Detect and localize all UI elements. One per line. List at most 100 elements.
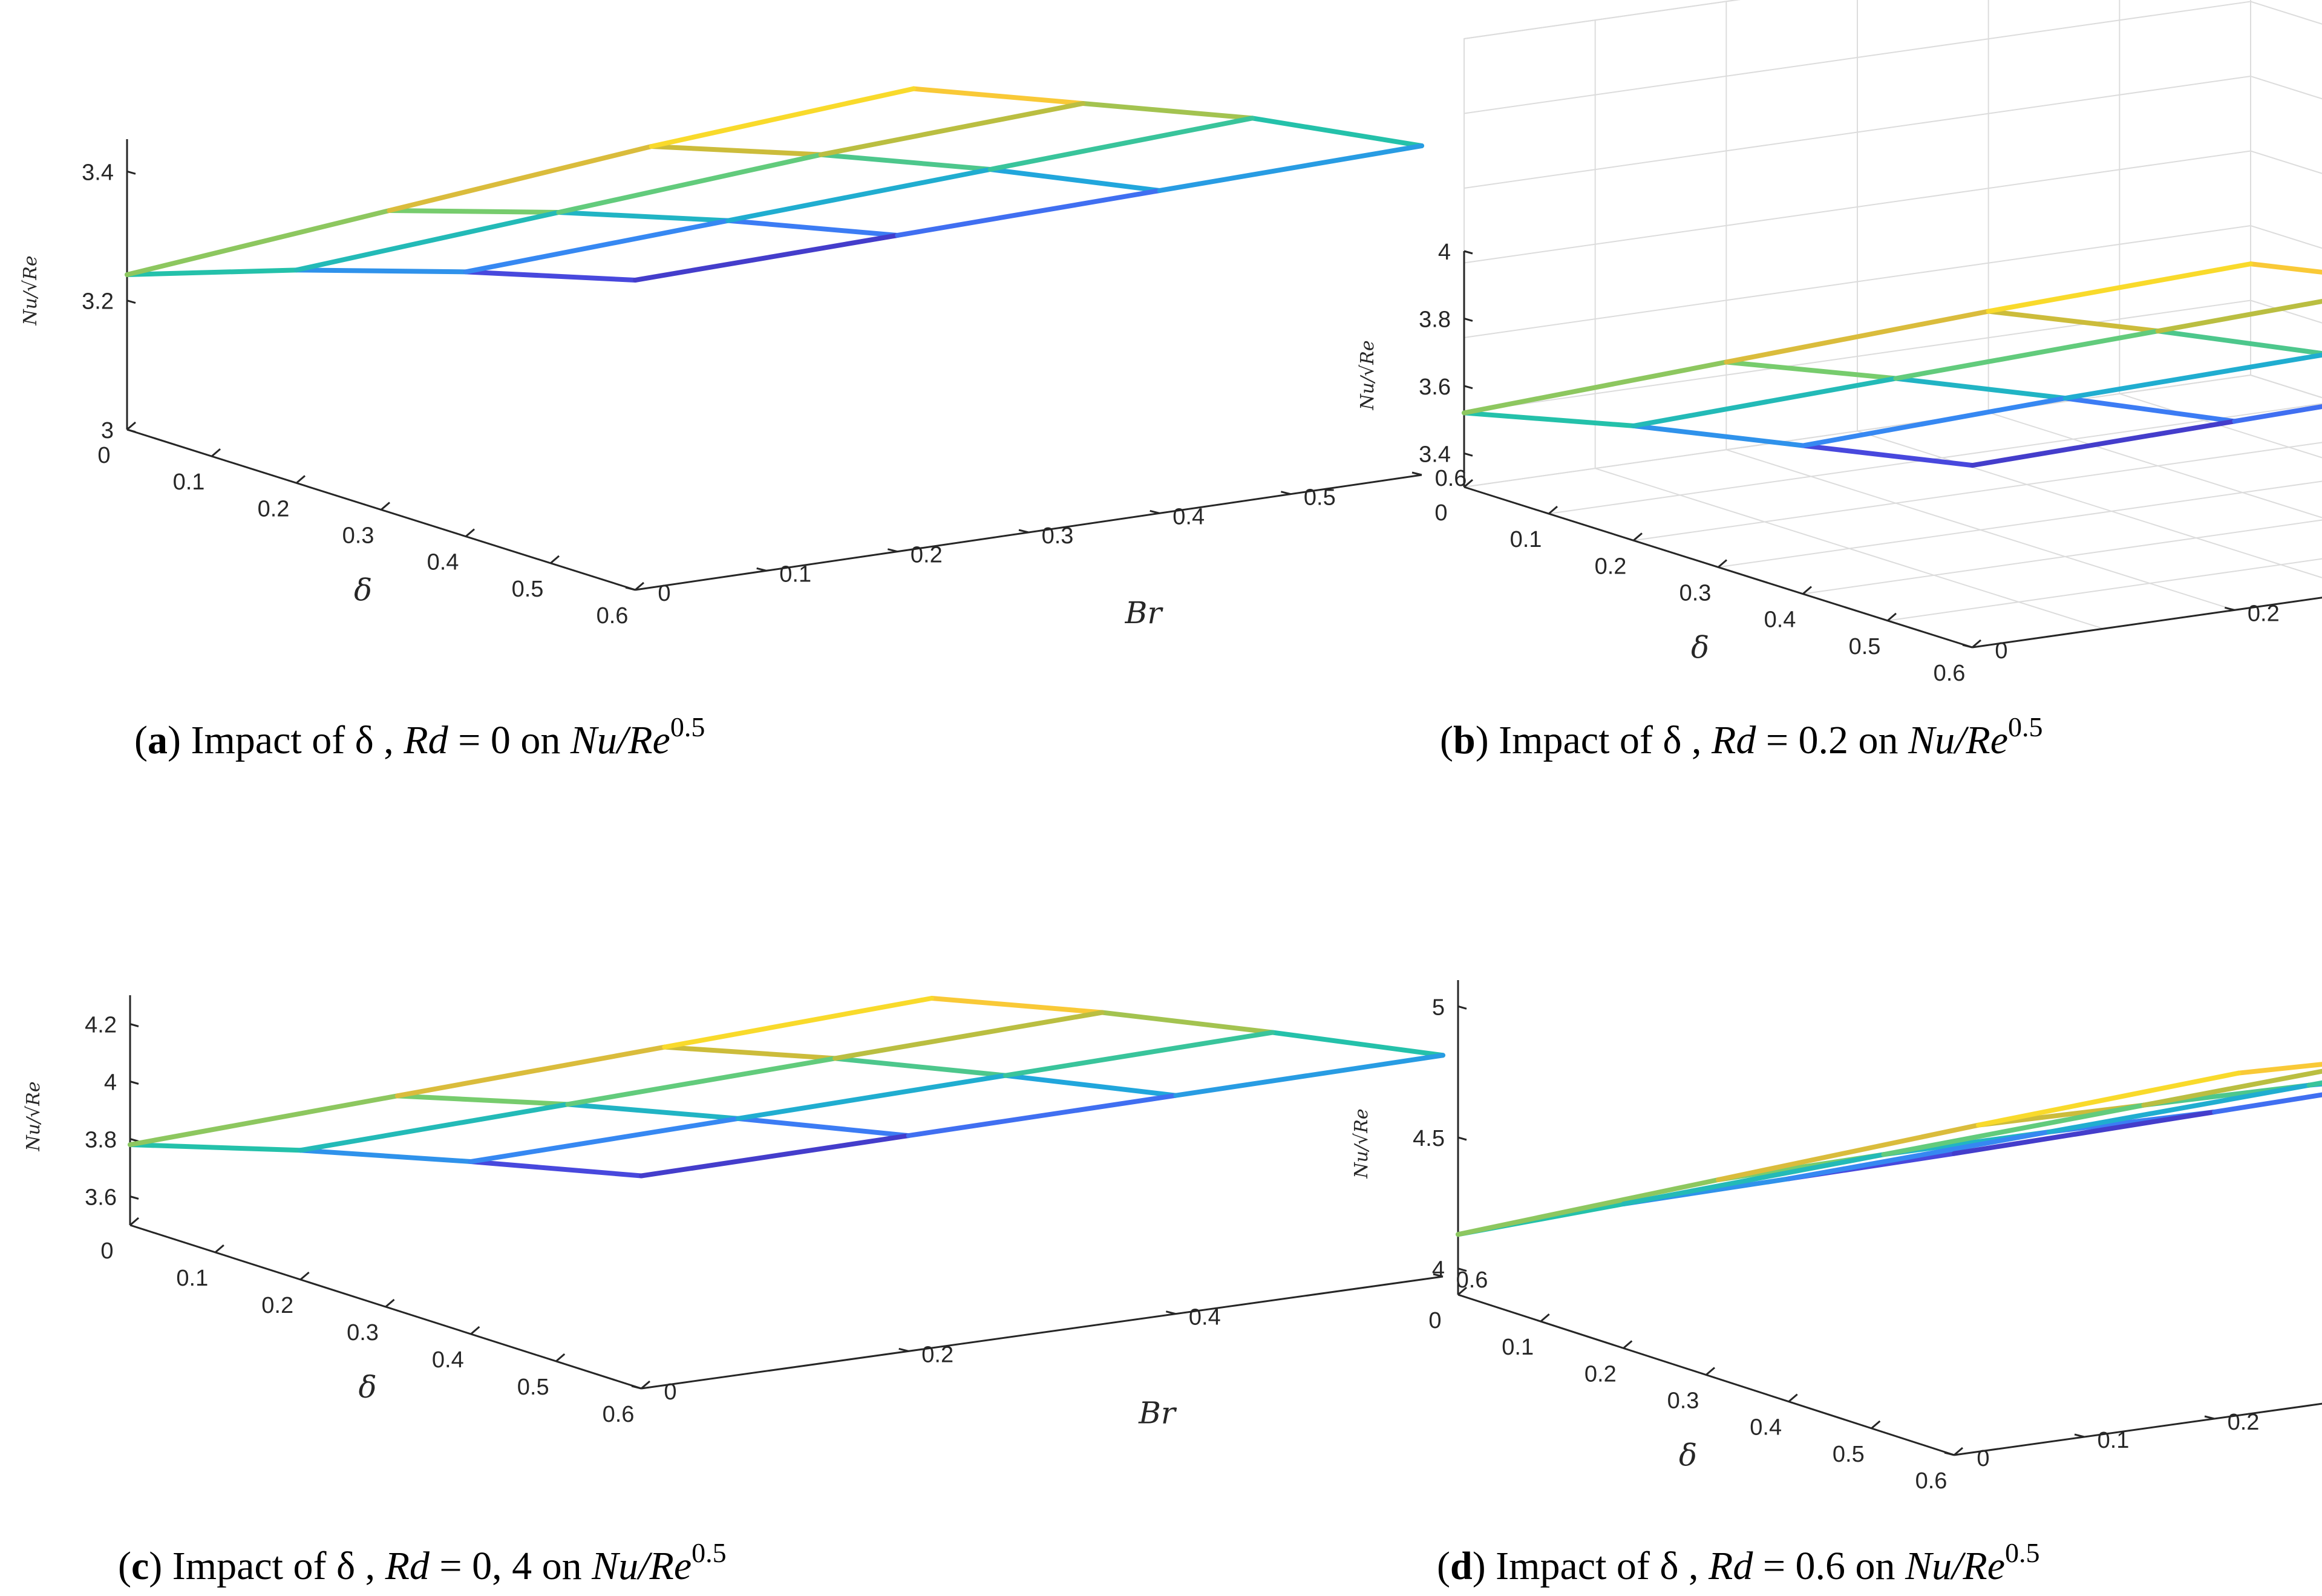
y-tick: [625, 586, 636, 591]
caption-c: (c) Impact of δ , Rd = 0, 4 on Nu/Re0.5: [118, 1537, 727, 1588]
mesh-line-y: [1800, 396, 2068, 448]
mesh-line-x: [1002, 1073, 1179, 1098]
z-tick-label: 3.6: [1419, 374, 1451, 400]
y-tick-label: 0.6: [1456, 1267, 1488, 1293]
z-axis-label: Nu/√Re: [23, 1081, 44, 1151]
grid-line: [1726, 449, 2235, 611]
mesh-line-x: [2236, 1062, 2322, 1076]
mesh-line-x: [1893, 376, 2068, 401]
x-tick: [1457, 1286, 1467, 1296]
y-tick: [1433, 1273, 1444, 1278]
y-axis-line: [1972, 597, 2322, 649]
mesh-line-y: [662, 996, 934, 1050]
z-tick-label: 3.4: [82, 160, 114, 185]
mesh-line-x: [2248, 261, 2322, 275]
x-tick-label: 0: [1428, 1308, 1441, 1333]
mesh-line-y: [1970, 419, 2237, 468]
x-tick: [299, 1271, 310, 1281]
mesh-line-y: [394, 1044, 667, 1099]
z-tick-label: 3.2: [82, 289, 114, 315]
z-tick: [1464, 452, 1473, 457]
z-axis-label: Nu/√Re: [1357, 340, 1378, 410]
mesh-line-y: [736, 1073, 1008, 1121]
mesh-line-x: [662, 1044, 837, 1061]
mesh-line-x: [1270, 1030, 1445, 1058]
mesh-line-y: [633, 233, 900, 283]
y-tick: [898, 1347, 909, 1352]
z-tick: [1457, 1267, 1467, 1272]
y-tick-label: 0: [664, 1379, 676, 1405]
z-tick-label: 5: [1432, 995, 1445, 1020]
mesh-line-x: [1800, 443, 1975, 468]
mesh-line-x: [832, 1056, 1008, 1078]
x-tick-label: 0.4: [432, 1347, 464, 1373]
grid-line: [1988, 411, 2322, 518]
x-tick-label: 0: [100, 1238, 113, 1264]
x-tick-label: 0.2: [258, 496, 290, 522]
x-tick: [1540, 1313, 1550, 1323]
x-tick-label: 0.5: [517, 1375, 549, 1400]
x-tick-label: 0.1: [176, 1266, 208, 1291]
z-axis-label-text: Nu/√Re: [20, 255, 41, 325]
grid-line: [2119, 393, 2322, 459]
x-tick-label: 0.2: [1595, 554, 1627, 579]
z-tick: [1457, 1136, 1467, 1141]
mesh-line-y: [1631, 376, 1898, 428]
mesh-line-x: [298, 1148, 474, 1164]
z-tick: [129, 1195, 139, 1200]
x-tick-label: 0.3: [1667, 1388, 1699, 1414]
grid-line: [1464, 1, 2322, 114]
x-tick: [1788, 1393, 1798, 1402]
z-tick-label: 3.8: [1419, 307, 1451, 332]
z-tick-label: 4: [1438, 240, 1451, 265]
x-tick-label: 0.1: [1502, 1335, 1534, 1360]
mesh-line-y: [2232, 404, 2322, 424]
x-tick: [381, 502, 390, 511]
x-axis-label: δ: [1691, 630, 1709, 666]
mesh-line-x: [556, 210, 731, 223]
x-tick: [1972, 639, 1981, 649]
y-tick: [756, 567, 767, 572]
z-tick-label: 4: [104, 1070, 117, 1096]
z-axis-label: Nu/√Re: [1351, 1108, 1372, 1179]
mesh-line-x: [463, 269, 638, 283]
mesh-line-x: [128, 1142, 303, 1153]
x-axis-label: δ: [358, 1370, 376, 1405]
y-axis-label: Br: [1125, 595, 1164, 630]
z-axis-label-text: Nu/√Re: [1357, 340, 1378, 410]
mesh-line-y: [556, 152, 823, 215]
mesh-line-y: [463, 218, 731, 275]
z-tick: [1457, 1005, 1467, 1010]
mesh-line-x: [818, 152, 993, 172]
y-tick: [1165, 1310, 1176, 1315]
x-tick-label: 0: [1434, 500, 1447, 526]
mesh-line-x: [468, 1159, 644, 1179]
mesh-line-y: [1002, 1030, 1275, 1078]
x-tick: [1548, 506, 1558, 515]
z-tick-label: 3.8: [85, 1128, 117, 1153]
x-tick: [214, 1244, 224, 1254]
z-tick: [129, 1023, 139, 1027]
x-tick: [1718, 559, 1727, 568]
x-tick-label: 0.3: [342, 523, 374, 549]
y-axis-line: [641, 1275, 1444, 1390]
mesh-line-y: [639, 1133, 911, 1179]
grid-line: [1464, 224, 2322, 338]
y-tick-label: 0.4: [1189, 1305, 1221, 1330]
mesh-line-y: [2046, 1082, 2312, 1134]
mesh-line-x: [725, 218, 900, 238]
x-tick: [385, 1298, 395, 1308]
y-axis-label: Br: [1138, 1396, 1177, 1431]
x-tick-label: 0.5: [1849, 634, 1881, 659]
mesh-line-y: [1724, 309, 1991, 365]
grid-line: [1718, 480, 2322, 568]
y-tick-label: 0.2: [2248, 601, 2280, 626]
mesh-line-y: [649, 86, 916, 149]
mesh-line-y: [125, 208, 392, 277]
mesh-line-y: [1621, 1152, 1886, 1206]
mesh-line-y: [832, 1010, 1105, 1061]
y-tick: [1962, 644, 1973, 649]
y-axis-line: [1954, 1402, 2322, 1456]
mesh-line-y: [987, 116, 1255, 172]
